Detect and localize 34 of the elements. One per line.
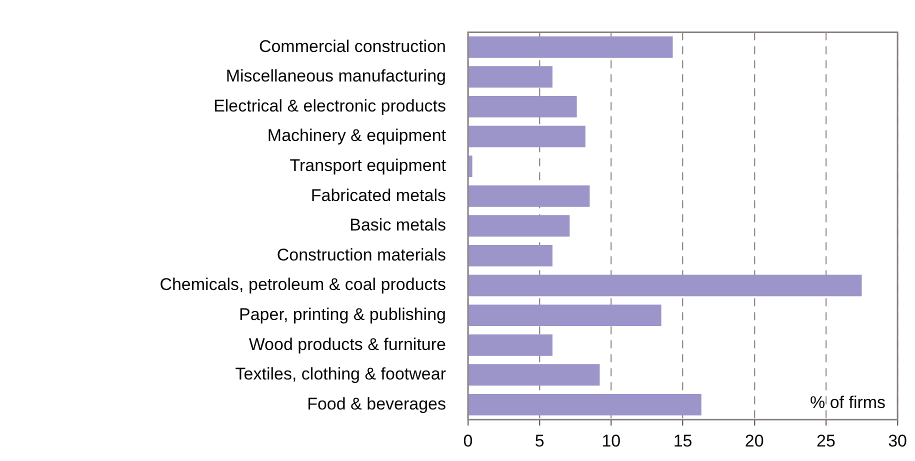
y-tick-label: Miscellaneous manufacturing — [226, 66, 446, 86]
y-tick-label: Construction materials — [276, 245, 446, 264]
y-tick-label: Fabricated metals — [310, 186, 446, 205]
bar — [468, 36, 673, 58]
bar — [468, 126, 586, 148]
x-tick-label: 10 — [602, 431, 621, 450]
x-tick-label: 0 — [463, 431, 473, 450]
y-tick-label: Transport equipment — [290, 156, 446, 175]
bar — [468, 394, 702, 416]
bar — [468, 156, 472, 178]
x-tick-label: 15 — [673, 431, 692, 450]
bar — [468, 66, 552, 88]
bar — [468, 185, 590, 207]
bar — [468, 244, 552, 266]
bar — [468, 304, 662, 326]
bar — [468, 215, 570, 237]
bar — [468, 274, 862, 296]
x-tick-label: 20 — [744, 431, 764, 450]
y-tick-label: Paper, printing & publishing — [239, 304, 446, 324]
bar — [468, 96, 577, 118]
y-tick-label: Electrical & electronic products — [214, 96, 446, 116]
bar — [468, 364, 600, 386]
y-tick-label: Textiles, clothing & footwear — [235, 364, 446, 384]
x-tick-label: 25 — [816, 431, 836, 450]
y-tick-label: Basic metals — [350, 216, 446, 235]
y-tick-label: Chemicals, petroleum & coal products — [160, 275, 446, 294]
x-tick-label: 5 — [534, 431, 544, 450]
x-tick-label: 30 — [888, 431, 908, 450]
y-tick-label: Food & beverages — [307, 394, 446, 414]
annotation: % of firms — [810, 392, 886, 412]
bar — [468, 334, 552, 356]
y-tick-label: Wood products & furniture — [248, 334, 446, 354]
y-tick-label: Commercial construction — [258, 36, 446, 56]
y-tick-label: Machinery & equipment — [267, 126, 446, 146]
